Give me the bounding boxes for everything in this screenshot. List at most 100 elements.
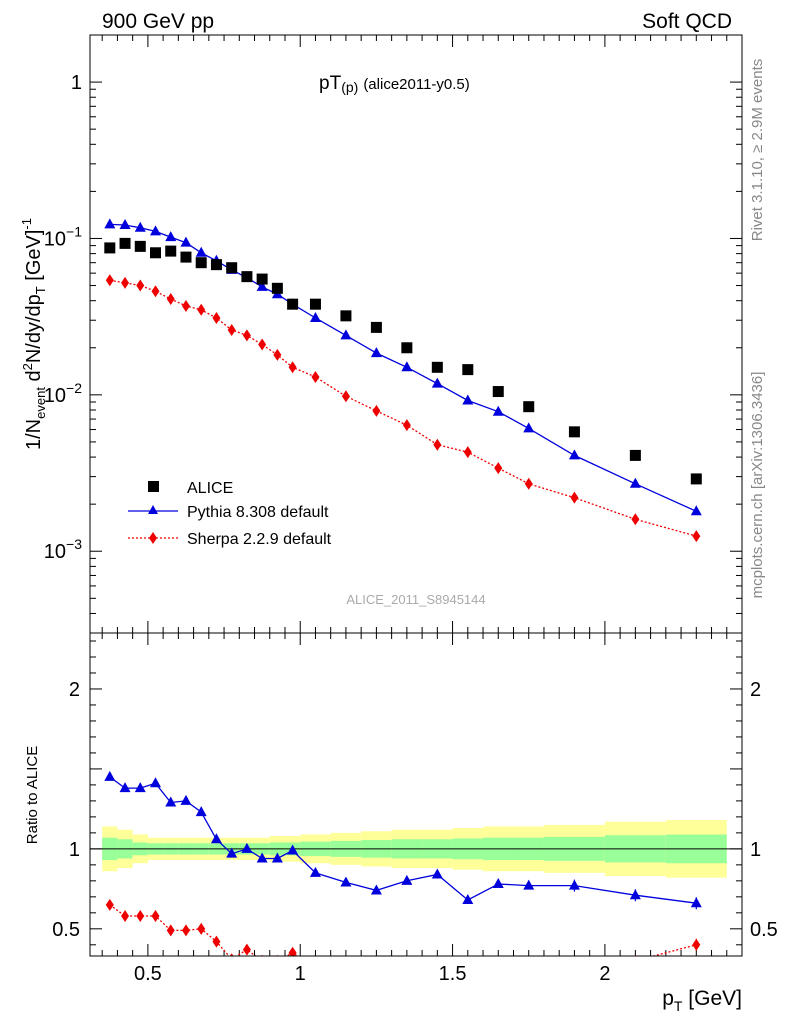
header-left-label: 900 GeV pp [102,10,214,33]
alice-point [119,237,131,249]
pythia-point [629,477,641,488]
sherpa-point [372,404,381,417]
ratio-sherpa-point [212,935,221,948]
svg-text:1/Nevent d2N/dy/dpT [GeV]-1: 1/Nevent d2N/dy/dpT [GeV]-1 [19,218,48,450]
alice-point [210,259,222,271]
alice-point [104,242,116,254]
ratio-series-layer [104,770,702,980]
sherpa-point [524,477,533,490]
x-tick-label: 1 [295,963,306,985]
ratio-pythia-point [226,847,238,858]
ratio-sherpa-point [311,961,319,973]
sherpa-point [212,312,221,325]
pythia-point [462,394,474,405]
legend-label-sherpa: Sherpa 2.2.9 default [187,531,332,548]
mcplots-label: mcplots.cern.ch [arXiv:1306.3436] [749,372,766,599]
pythia-point [568,449,580,460]
alice-point [309,298,321,310]
ratio-y-tick-label-right: 0.5 [750,919,778,941]
alice-point [462,364,474,376]
sherpa-point [692,530,701,543]
alice-point [287,298,299,310]
sherpa-point [258,338,267,351]
alice-point [134,240,146,252]
ratio-sherpa-point [151,910,160,923]
ratio-sherpa-point [197,922,206,935]
pythia-point [690,505,702,516]
title-main: pT [319,73,342,94]
pythia-point [340,329,352,340]
alice-point [431,361,443,373]
x-tick-label: 0.5 [134,963,162,985]
ratio-sherpa-point [634,954,637,956]
pythia-point [119,218,131,229]
pythia-point [401,361,413,372]
main-y-axis-label: 1/Nevent d2N/dy/dpT [GeV]-1 [19,218,48,450]
legend-entry-sherpa: Sherpa 2.2.9 default [128,531,332,548]
legend-square-marker [148,481,159,492]
tick-exponent: −1 [66,223,82,239]
tick-exponent: −2 [66,380,82,396]
sherpa-point [197,303,206,316]
legend-entry-alice: ALICE [148,480,233,497]
ratio-pythia-point [210,833,222,844]
sherpa-point [311,371,320,384]
ratio-uncertainty-bands [102,820,727,878]
ratio-pythia-point [492,878,504,889]
ratio-pythia-point [104,770,116,781]
tick-exponent: −3 [66,536,82,552]
sherpa-point [463,446,472,459]
tick-base: 10 [44,541,66,563]
alice-point [401,342,413,354]
ratio-y-tick-labels: 2 2 1 1 0.5 0.5 [52,679,778,941]
sherpa-line [109,279,697,537]
ratio-x-tick-labels: 0.5 1 1.5 2 [134,963,610,985]
legend-entry-pythia: Pythia 8.308 default [128,504,329,521]
analysis-watermark: ALICE_2011_S8945144 [346,592,485,607]
pythia-point [180,236,192,247]
pythia-point [431,377,443,388]
legend-label-pythia: Pythia 8.308 default [187,504,329,521]
sherpa-point [433,438,442,451]
ratio-sherpa-point [261,954,263,956]
alice-point [370,321,382,333]
alice-point [523,401,535,413]
main-y-tick-label: 10−2 [44,380,82,407]
ratio-y-axis-label: Ratio to ALICE [24,746,41,844]
ratio-sherpa-point [372,966,380,978]
ratio-pythia-point [271,852,283,863]
pythia-point [492,405,504,416]
x-tick-label: 2 [599,963,610,985]
ratio-sherpa-point [105,898,114,911]
main-axis-ticks [90,34,743,634]
ratio-pythia-point [287,844,299,855]
ratio-panel: 2 2 1 1 0.5 0.5 0.5 1 1.5 2 Ratio to ALICE pT [G… [24,632,778,1014]
pythia-point [150,225,162,236]
alice-point [165,245,177,257]
alice-point [271,282,283,294]
ratio-pythia-point [241,842,253,853]
ratio-sherpa-point [166,924,175,937]
sherpa-point [121,276,130,289]
alice-point [195,257,207,269]
ratio-sherpa-point [136,910,145,923]
ratio-pythia-point [119,782,131,793]
pythia-point [195,246,207,257]
header-right-label: Soft QCD [642,10,732,33]
alice-point [241,271,253,283]
sherpa-point [136,279,145,292]
pythia-point [104,218,116,229]
tick-base: 10 [44,228,66,250]
alice-point [568,426,580,438]
ratio-sherpa-point [342,964,350,976]
x-tick-label: 1.5 [439,963,467,985]
ratio-pythia-point [523,879,535,890]
sherpa-point [105,274,114,287]
ratio-pythia-point [340,876,352,887]
ratio-axis-ticks [90,633,743,956]
alice-point [180,251,192,263]
ratio-pythia-point [180,794,192,805]
ratio-pythia-point [309,866,321,877]
ratio-sherpa-point [403,968,411,980]
sherpa-point [631,513,640,526]
